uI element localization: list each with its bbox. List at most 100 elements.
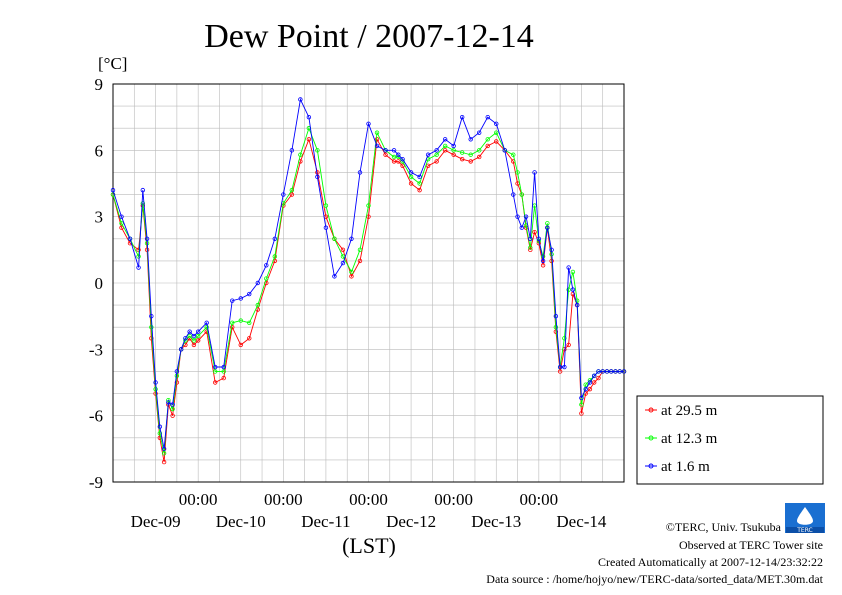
data-point [502, 148, 507, 153]
data-point [264, 263, 269, 268]
data-point [221, 369, 226, 374]
data-point [191, 342, 197, 348]
data-point [374, 130, 380, 135]
data-point [255, 302, 260, 308]
data-point [494, 121, 499, 126]
data-point [149, 325, 154, 330]
data-point [238, 318, 243, 323]
legend-label: at 12.3 m [661, 431, 718, 447]
data-point [536, 236, 542, 241]
legend-label: at 29.5 m [661, 403, 718, 419]
data-point [574, 298, 580, 303]
data-point [247, 336, 252, 341]
data-point [391, 159, 397, 164]
data-point [417, 181, 422, 186]
data-point [434, 152, 439, 157]
data-point [617, 369, 622, 374]
data-point [485, 137, 490, 142]
data-point [298, 152, 303, 157]
data-point [528, 247, 533, 253]
data-point [566, 265, 571, 270]
data-point [391, 154, 397, 160]
data-point [459, 114, 465, 120]
data-point [459, 150, 465, 155]
data-point [272, 254, 278, 259]
data-point [272, 236, 278, 241]
data-point [468, 159, 473, 164]
data-point [340, 254, 346, 259]
data-point [255, 280, 260, 286]
data-point [357, 258, 363, 264]
y-tick-label: -9 [89, 473, 103, 492]
data-point [396, 159, 401, 164]
data-point [570, 287, 576, 292]
data-point [553, 313, 559, 319]
data-point [477, 130, 482, 135]
x-tick-time-label: 00:00 [519, 490, 558, 509]
axis-ticks: 9 6 3 0 -3 -6 -9 00:00 00:00 00:00 00:00 00:00 Dec-0… [89, 75, 607, 531]
data-point [110, 187, 116, 193]
x-tick-date-label: Dec-09 [131, 512, 181, 531]
x-tick-date-label: Dec-12 [386, 512, 436, 531]
data-point [557, 369, 563, 374]
data-point [519, 192, 524, 197]
data-point [451, 148, 456, 153]
data-point [191, 333, 197, 339]
data-point [468, 137, 473, 142]
data-point [144, 236, 150, 241]
data-point [149, 313, 154, 319]
data-point [540, 258, 546, 264]
data-point [408, 170, 414, 175]
data-point [140, 201, 146, 206]
data-point [485, 114, 490, 120]
x-tick-date-label: Dec-10 [216, 512, 266, 531]
data-point [170, 413, 175, 418]
data-point [153, 380, 158, 385]
data-point [511, 152, 516, 157]
data-point [511, 192, 516, 197]
data-point [425, 152, 431, 157]
data-point [417, 174, 422, 180]
legend-box [636, 395, 824, 485]
data-point [281, 192, 286, 197]
data-point [349, 269, 354, 275]
data-point [383, 148, 388, 153]
data-point [366, 203, 371, 208]
data-point [451, 152, 456, 157]
data-point [477, 154, 482, 160]
data-point [549, 247, 554, 253]
data-point [357, 247, 363, 253]
grid-lines [113, 84, 624, 482]
data-point [238, 296, 243, 301]
data-point [230, 325, 235, 330]
series-layer [110, 97, 627, 465]
data-point [400, 163, 405, 169]
data-point [528, 245, 533, 250]
data-point [570, 269, 576, 275]
data-point [494, 139, 499, 144]
x-axis-label: (LST) [342, 533, 396, 558]
data-point [374, 137, 380, 142]
data-point [532, 170, 537, 175]
data-point [340, 260, 346, 266]
data-point [523, 214, 529, 219]
y-tick-label: 0 [95, 274, 104, 293]
data-point [195, 333, 201, 339]
data-point [609, 369, 614, 374]
data-point [238, 342, 243, 348]
data-point [579, 402, 584, 407]
legend-marker [648, 407, 654, 413]
terc-logo-text: TERC [796, 527, 813, 534]
data-point [212, 364, 218, 370]
data-point [434, 148, 439, 153]
x-tick-date-label: Dec-14 [556, 512, 607, 531]
data-point [383, 152, 388, 157]
data-point [157, 431, 163, 436]
y-tick-label: -6 [89, 407, 103, 426]
data-point [161, 446, 167, 452]
plot-frame [112, 83, 625, 483]
y-tick-label: -3 [89, 340, 103, 359]
data-point [515, 170, 520, 175]
data-point [591, 380, 597, 385]
data-point [587, 380, 593, 385]
